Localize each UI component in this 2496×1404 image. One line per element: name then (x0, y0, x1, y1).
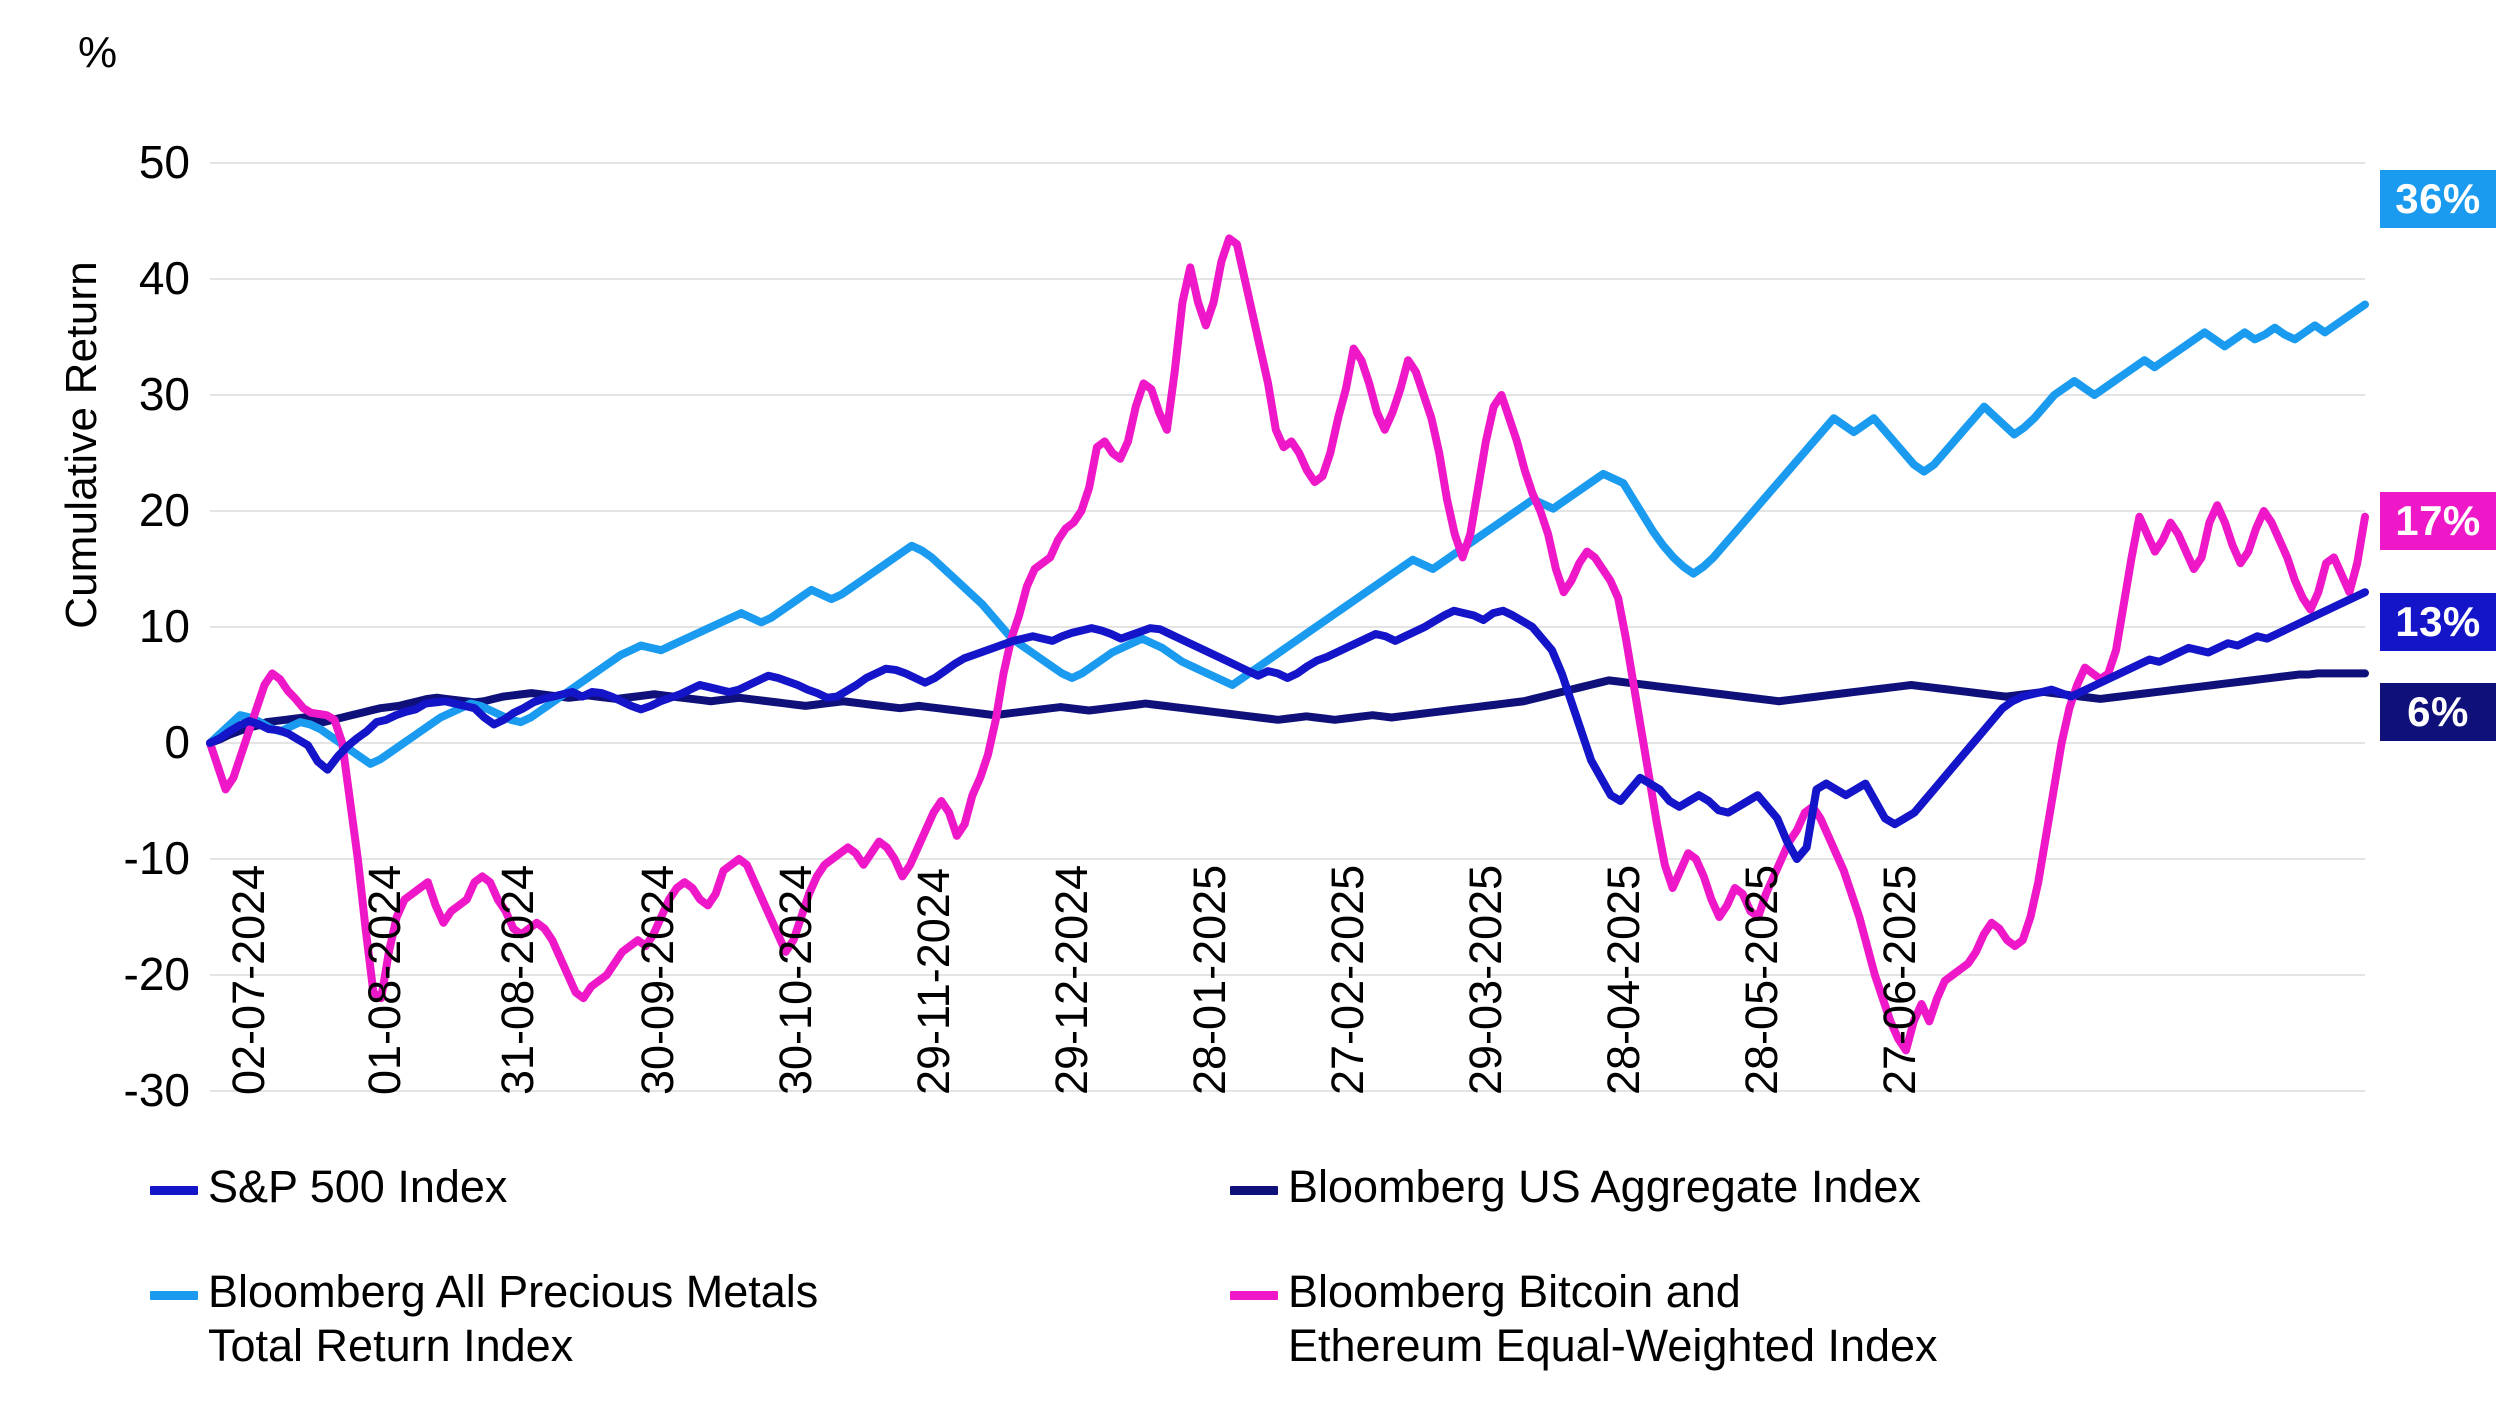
x-tick-label: 29-12-2024 (1046, 864, 1098, 1095)
y-axis-tick-labels: 50 40 30 20 10 0 -10 -20 -30 (60, 0, 190, 1404)
plot-area (210, 163, 2365, 1091)
x-tick-label: 28-01-2025 (1184, 864, 1236, 1095)
end-value-badge: 6% (2380, 683, 2496, 741)
x-tick-label: 27-02-2025 (1322, 864, 1374, 1095)
legend-label: Bloomberg US Aggregate Index (1288, 1161, 1921, 1212)
series-line (210, 673, 2365, 743)
x-tick-label: 30-09-2024 (632, 864, 684, 1095)
series-canvas (210, 163, 2365, 1091)
legend-label: Bloomberg All Precious Metals Total Retu… (208, 1266, 819, 1371)
legend-item[interactable]: Bloomberg US Aggregate Index (1230, 1160, 1921, 1214)
x-tick-label: 28-05-2025 (1735, 864, 1787, 1095)
x-tick-label: 29-03-2025 (1459, 864, 1511, 1095)
y-axis-unit-label: % (78, 28, 118, 77)
legend-line-swatch-icon (1230, 1186, 1278, 1195)
y-tick-label: 0 (164, 716, 190, 768)
legend-label: S&P 500 Index (208, 1161, 508, 1212)
end-value-badge: 36% (2380, 170, 2496, 228)
x-tick-label: 27-06-2025 (1873, 864, 1925, 1095)
x-tick-label: 02-07-2024 (223, 864, 274, 1095)
legend-line-swatch-icon (1230, 1291, 1278, 1300)
x-tick-label: 31-08-2024 (492, 864, 544, 1095)
legend: S&P 500 Index Bloomberg US Aggregate Inde… (150, 1160, 2400, 1390)
legend-item[interactable]: Bloomberg All Precious Metals Total Retu… (150, 1265, 818, 1373)
end-value-badge: 13% (2380, 593, 2496, 651)
y-tick-label: -30 (123, 1064, 190, 1116)
y-tick-label: -20 (123, 948, 190, 1000)
series-line (210, 238, 2365, 1050)
legend-item[interactable]: S&P 500 Index (150, 1160, 507, 1214)
x-tick-label: 01-08-2024 (358, 864, 410, 1095)
legend-line-swatch-icon (150, 1186, 198, 1195)
x-tick-label: 28-04-2025 (1597, 864, 1649, 1095)
x-tick-label: 29-11-2024 (908, 868, 960, 1095)
x-tick-label: 30-10-2024 (770, 864, 822, 1095)
legend-line-swatch-icon (150, 1291, 198, 1300)
legend-item[interactable]: Bloomberg Bitcoin and Ethereum Equal-Wei… (1230, 1265, 1938, 1373)
end-value-badge: 17% (2380, 492, 2496, 550)
y-tick-label: 10 (138, 600, 190, 652)
y-tick-label: 20 (138, 484, 190, 536)
y-tick-label: 50 (138, 136, 190, 188)
series-line (210, 592, 2365, 859)
legend-label: Bloomberg Bitcoin and Ethereum Equal-Wei… (1288, 1266, 1938, 1371)
y-tick-label: -10 (123, 832, 190, 884)
y-tick-label: 40 (138, 252, 190, 304)
y-tick-label: 30 (138, 368, 190, 420)
